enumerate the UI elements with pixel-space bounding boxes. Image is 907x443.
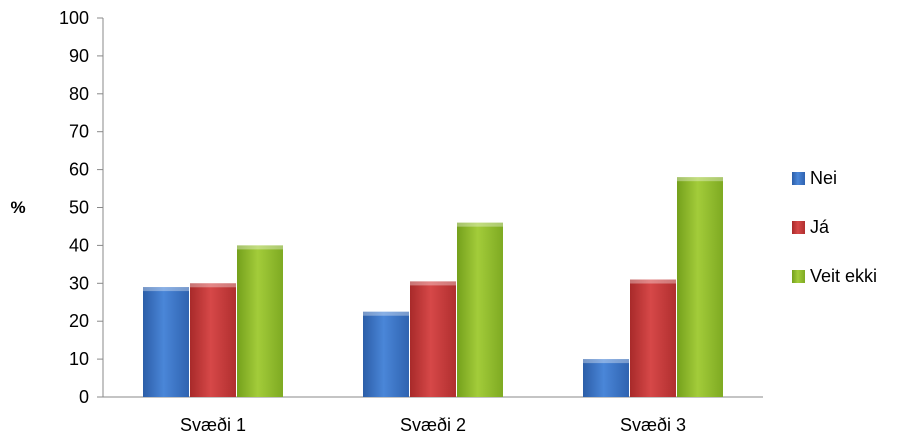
bar-j--2: [410, 281, 456, 397]
legend-item-nei: Nei: [792, 168, 837, 188]
y-axis-ticks: 0 10 20 30 40 50 60 70 80 90 100: [59, 8, 103, 407]
bar-highlight: [457, 222, 503, 227]
y-tick-label: 50: [69, 198, 89, 218]
y-axis-label: %: [10, 198, 25, 217]
legend-label-nei: Nei: [810, 168, 837, 188]
legend-label-ja: Já: [810, 217, 830, 237]
legend-swatch-ja: [792, 221, 805, 234]
legend-swatch-nei: [792, 172, 805, 185]
y-tick-label: 70: [69, 122, 89, 142]
y-tick-label: 40: [69, 235, 89, 255]
legend: Nei Já Veit ekki: [792, 168, 877, 286]
legend-item-veit-ekki: Veit ekki: [792, 266, 877, 286]
bar-highlight: [143, 287, 189, 292]
legend-swatch-veit-ekki: [792, 270, 805, 283]
bar-highlight: [237, 245, 283, 250]
bar-veit-ekki-1: [237, 245, 283, 397]
bar-nei-3: [583, 359, 629, 397]
y-tick-label: 100: [59, 8, 89, 28]
bar-veit-ekki-2: [457, 222, 503, 397]
x-category-label: Svæði 3: [620, 415, 686, 435]
bar-highlight: [363, 311, 409, 316]
bars: [143, 177, 723, 397]
x-category-label: Svæði 1: [180, 415, 246, 435]
bar-nei-1: [143, 287, 189, 397]
x-category-label: Svæði 2: [400, 415, 466, 435]
bar-j--1: [190, 283, 236, 397]
bar-j--3: [630, 279, 676, 397]
y-tick-label: 60: [69, 160, 89, 180]
y-tick-label: 0: [79, 387, 89, 407]
bar-highlight: [583, 359, 629, 364]
bar-veit-ekki-3: [677, 177, 723, 397]
bar-nei-2: [363, 311, 409, 397]
y-tick-label: 10: [69, 349, 89, 369]
bar-highlight: [677, 177, 723, 182]
y-tick-label: 90: [69, 46, 89, 66]
legend-label-veit-ekki: Veit ekki: [810, 266, 877, 286]
y-tick-label: 20: [69, 311, 89, 331]
legend-item-ja: Já: [792, 217, 830, 237]
y-tick-label: 30: [69, 273, 89, 293]
y-tick-label: 80: [69, 84, 89, 104]
bar-highlight: [630, 279, 676, 284]
x-axis-categories: Svæði 1 Svæði 2 Svæði 3: [180, 415, 686, 435]
bar-highlight: [410, 281, 456, 286]
bar-highlight: [190, 283, 236, 288]
